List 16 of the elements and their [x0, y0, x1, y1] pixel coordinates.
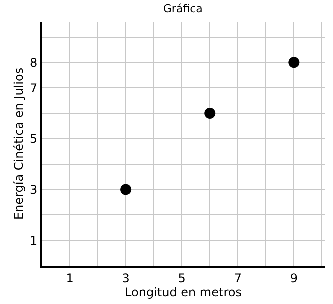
y-tick-label: 3 [30, 182, 38, 197]
point [120, 184, 132, 196]
y-axis-title: Energía Cinética en Julios [12, 68, 26, 220]
y-tick-label: 5 [30, 132, 38, 146]
x-axis-title: Longitud en metros [125, 285, 242, 300]
x-tick-label: 7 [234, 271, 242, 286]
point [204, 108, 216, 119]
x-tick-label: 5 [178, 271, 186, 286]
y-tick-label: 7 [30, 81, 38, 96]
x-tick-label: 1 [66, 271, 74, 286]
x-tick-label: 3 [122, 271, 130, 286]
x-tick-label: 9 [290, 271, 298, 286]
chart-title: Gráfica [163, 2, 203, 16]
y-tick-label: 1 [30, 234, 38, 248]
y-tick-label: 8 [30, 56, 38, 70]
point [288, 57, 300, 68]
